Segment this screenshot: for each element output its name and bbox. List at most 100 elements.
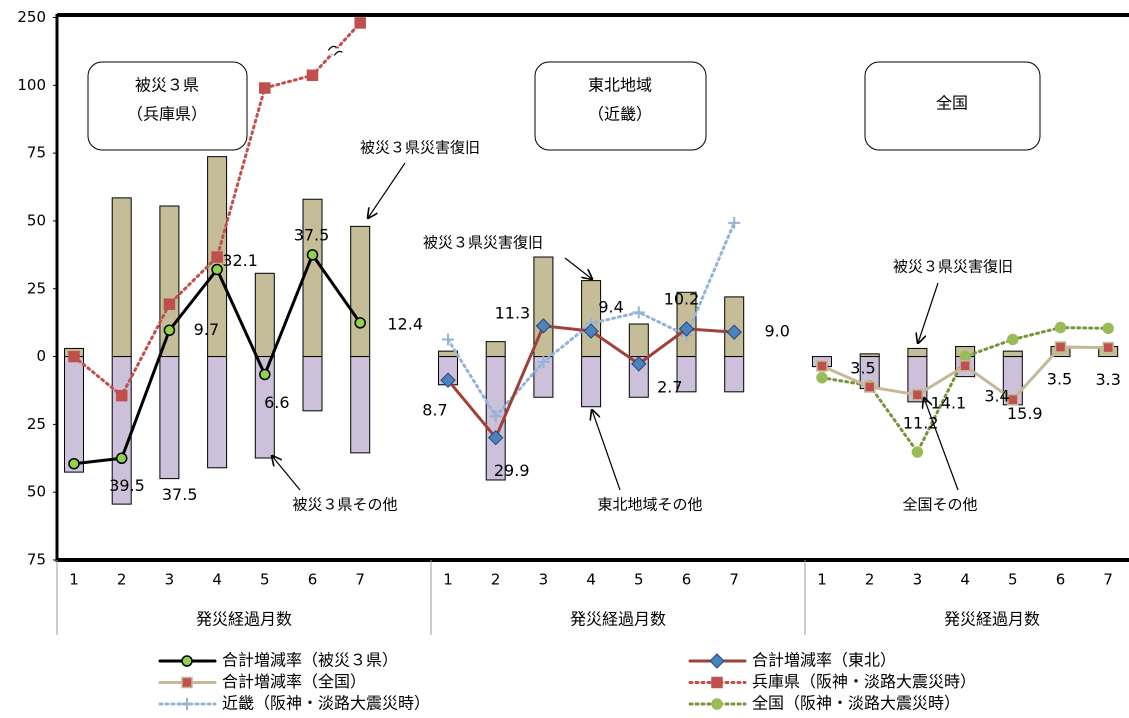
panel-title: （近畿）: [588, 105, 652, 124]
line-marker: [816, 371, 828, 384]
line-marker: [440, 372, 456, 388]
data-label: 15.9: [1007, 404, 1043, 423]
legend-label: 合計増減率（全国）: [222, 672, 366, 691]
line-marker: [632, 306, 645, 319]
line-marker: [181, 655, 193, 667]
data-label: 9.4: [598, 298, 623, 317]
annotation-arrow: [272, 456, 301, 491]
y-tick-label: 50: [27, 483, 46, 501]
y-tick-label: 75: [27, 144, 46, 162]
bar-negative: [581, 356, 602, 408]
annotation-arrow: [924, 398, 959, 491]
x-tick-label: 3: [539, 571, 549, 589]
y-tick-label: 25: [27, 415, 46, 433]
line-marker: [354, 17, 366, 29]
x-tick-label: 4: [586, 571, 596, 589]
x-tick-label: 7: [1103, 571, 1113, 589]
data-label: 8.7: [422, 401, 447, 420]
data-label: 29.9: [494, 461, 530, 480]
line-marker: [487, 429, 504, 446]
line-marker: [489, 410, 502, 423]
x-tick-label: 2: [491, 571, 501, 589]
line-marker: [1007, 393, 1019, 406]
data-label: 10.2: [664, 289, 700, 308]
line-marker: [442, 333, 454, 346]
line-marker: [306, 69, 319, 82]
bar-negative: [207, 356, 228, 469]
line-marker: [728, 216, 741, 229]
line-marker: [115, 452, 128, 465]
panel-title-box: [864, 61, 1041, 151]
x-tick-label: 5: [1008, 571, 1018, 589]
bar-positive: [302, 198, 323, 358]
bar-positive: [111, 197, 132, 358]
axis-break: [329, 48, 344, 55]
x-tick-label: 4: [212, 571, 222, 589]
x-tick-label: 7: [729, 571, 739, 589]
data-label: 6.6: [264, 393, 289, 412]
line-marker: [163, 298, 176, 310]
bar-negative: [254, 356, 275, 459]
data-label: 12.4: [387, 314, 423, 333]
line-marker: [709, 653, 725, 669]
line-marker: [711, 698, 723, 710]
x-axis-label: 発災経過月数: [944, 610, 1040, 629]
line-marker: [537, 355, 550, 368]
data-label: 11.2: [903, 413, 939, 432]
y-tick-label: 100: [17, 76, 46, 94]
panel-title: 全国: [936, 94, 968, 113]
x-tick-label: 3: [165, 571, 175, 589]
bar-negative: [724, 356, 745, 393]
bar-positive: [907, 347, 928, 358]
bar-negative: [64, 356, 84, 473]
data-label: 14.1: [931, 393, 967, 412]
panel-title: 東北地域: [588, 76, 652, 95]
line-marker: [726, 324, 742, 340]
data-label: 3.5: [1047, 370, 1072, 389]
y-tick-label: 75: [27, 551, 46, 569]
data-label: 9.7: [194, 320, 219, 339]
x-tick-label: 6: [682, 571, 692, 589]
data-label: 9.0: [764, 322, 789, 341]
legend-label: 合計増減率（東北）: [752, 651, 896, 670]
y-tick-label: 0: [36, 347, 46, 365]
bar-negative: [676, 356, 697, 393]
panel-title-box: [534, 61, 707, 151]
x-tick-label: 1: [817, 571, 827, 589]
data-label: 2.7: [657, 377, 682, 396]
bar-positive: [254, 272, 275, 358]
x-tick-label: 5: [634, 571, 644, 589]
annotation-arrow: [592, 410, 621, 491]
line-marker: [678, 321, 695, 337]
x-tick-label: 3: [913, 571, 923, 589]
data-label: 32.1: [222, 251, 258, 270]
legend-label: 合計増減率（被災３県）: [222, 651, 398, 670]
data-label: 3.3: [1095, 370, 1120, 389]
line-marker: [863, 381, 876, 393]
x-axis-label: 発災経過月数: [196, 610, 292, 629]
y-tick-label: 50: [27, 211, 46, 229]
x-tick-label: 1: [69, 571, 79, 589]
axis-break: [327, 45, 343, 56]
line-marker: [1054, 321, 1067, 334]
panel-title: （兵庫県）: [127, 105, 207, 124]
bar-negative: [350, 356, 371, 454]
line-marker: [1102, 322, 1114, 335]
line-marker: [816, 360, 828, 372]
annotation-arrow: [918, 282, 939, 343]
panel-title: 被災３県: [135, 76, 199, 95]
x-tick-label: 4: [960, 571, 970, 589]
bar-negative: [159, 356, 180, 480]
line-marker: [163, 324, 176, 337]
annotation: 被災３県その他: [292, 496, 397, 514]
data-label: 11.3: [495, 303, 531, 322]
annotation: 被災３県災害復旧: [360, 139, 480, 157]
x-tick-label: 1: [443, 571, 453, 589]
line-marker: [211, 251, 223, 263]
annotation: 東北地域その他: [597, 496, 702, 514]
legend-label: 近畿（阪神・淡路大震災時）: [222, 694, 430, 713]
x-tick-label: 2: [117, 571, 127, 589]
bar-positive: [485, 341, 506, 358]
line-marker: [583, 323, 599, 339]
line-marker: [1007, 333, 1019, 346]
